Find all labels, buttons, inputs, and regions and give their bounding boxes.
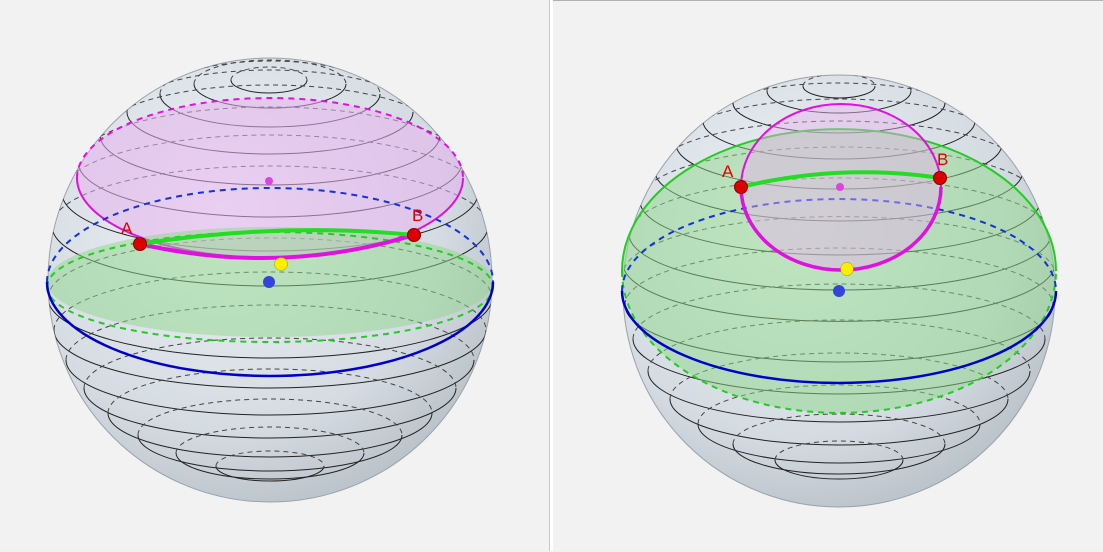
point-a-label: A: [121, 219, 133, 238]
point-a: [734, 180, 748, 194]
left-panel: A B: [0, 0, 549, 551]
left-sphere-view: A B: [45, 57, 495, 503]
point-b: [933, 171, 947, 185]
panel-divider: [549, 0, 553, 551]
point-a-label: A: [722, 162, 734, 181]
midpoint: [274, 257, 288, 271]
right-panel: A B: [553, 0, 1103, 551]
small-circle-center-point: [265, 177, 273, 185]
green-geodesic-arc: [139, 228, 415, 246]
point-b: [407, 228, 421, 242]
point-b-label: B: [412, 206, 423, 225]
sphere-center-point: [263, 276, 275, 288]
point-b-label: B: [937, 150, 948, 169]
small-circle-center-point: [836, 183, 844, 191]
blue-great-circle: [620, 198, 1058, 385]
point-a: [133, 237, 147, 251]
sphere-center-point: [833, 285, 845, 297]
magenta-arc: [139, 233, 415, 260]
blue-great-circle: [45, 187, 495, 378]
green-geodesic-arc: [740, 170, 941, 189]
midpoint: [840, 262, 854, 276]
right-sphere-view: A B: [620, 74, 1058, 508]
